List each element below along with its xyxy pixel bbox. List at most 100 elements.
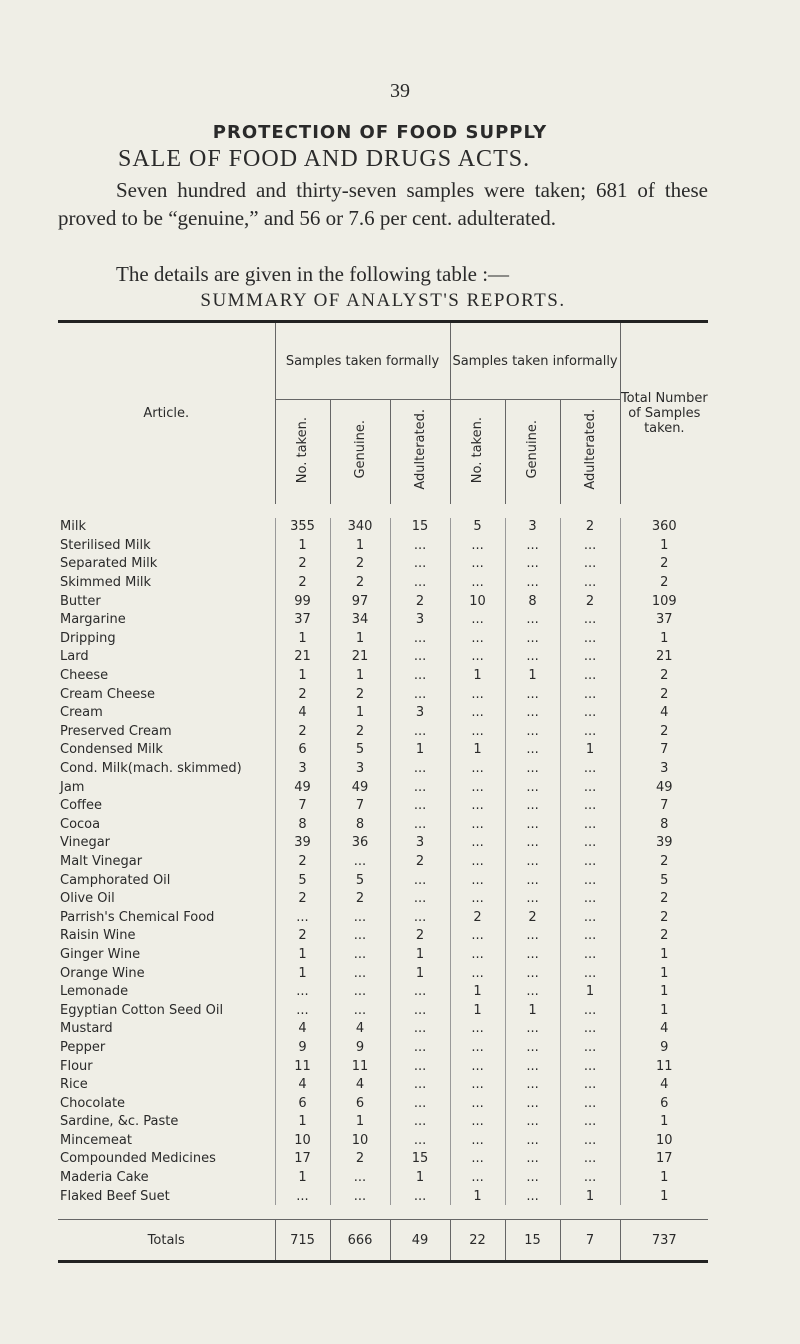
cell: 340: [329, 517, 390, 537]
cell: 4: [329, 1075, 390, 1094]
cell: 1: [559, 982, 621, 1001]
article: Egyptian Cotton Seed Oil: [60, 1002, 224, 1018]
cell: 10: [449, 591, 506, 611]
cell: 3: [274, 759, 330, 778]
sub-header-text: No. taken.: [295, 416, 310, 483]
cell: ...: [504, 926, 561, 946]
article: Dripping: [60, 630, 116, 646]
sub-header: Adulterated.: [559, 399, 621, 504]
cell: ...: [389, 982, 451, 1001]
cell: 1: [274, 629, 330, 648]
article: Orange Wine: [60, 965, 145, 981]
cell: 17: [619, 1149, 709, 1169]
cell: ...: [389, 536, 451, 555]
cell: ...: [559, 647, 621, 667]
page-number: 39: [390, 80, 410, 102]
cell: ...: [559, 963, 621, 983]
cell: ...: [559, 1131, 621, 1150]
article: Jam: [60, 779, 85, 795]
cell: ...: [504, 870, 561, 890]
cell: ...: [389, 815, 451, 834]
cell: ...: [389, 889, 451, 908]
cell: ...: [389, 1075, 451, 1094]
cell: ...: [559, 1000, 621, 1020]
cell: ...: [559, 703, 621, 723]
paragraph: Seven hundred and thirty-seven samples w…: [58, 178, 708, 230]
article: Preserved Cream: [60, 723, 172, 739]
cell: 49: [619, 777, 709, 797]
cell: ...: [504, 963, 561, 983]
cell: 1: [274, 536, 330, 555]
cell: ...: [449, 1149, 506, 1169]
cell: 1: [274, 666, 330, 685]
article: Vinegar: [60, 835, 111, 851]
total-cell: 737: [619, 1219, 709, 1262]
cell: 1: [619, 629, 709, 648]
cell: 34: [329, 610, 390, 630]
article: Flaked Beef Suet: [60, 1188, 170, 1204]
cell: ...: [449, 1075, 506, 1094]
cell: ...: [389, 1000, 451, 1020]
cell: ...: [504, 759, 561, 778]
cell: 2: [619, 554, 709, 574]
table-row: Cocoa 8 8............ 8: [58, 815, 709, 834]
cell: ...: [329, 852, 390, 871]
cell: ...: [389, 796, 451, 815]
cell: ...: [559, 684, 621, 704]
cell: ...: [449, 759, 506, 778]
cell: ...: [449, 1168, 506, 1187]
cell: ...: [504, 536, 561, 555]
cell: 9: [274, 1038, 330, 1057]
cell: 2: [274, 554, 330, 574]
cell: ...: [449, 963, 506, 983]
article: Separated Milk: [60, 556, 158, 572]
cell: ...: [559, 554, 621, 574]
table-row: Parrish's Chemical Food......... 2 2... 2: [58, 907, 709, 927]
cell: 360: [619, 517, 709, 537]
cell: ...: [504, 1038, 561, 1057]
cell: 8: [619, 815, 709, 834]
article: Butter: [60, 593, 101, 609]
table-row: Malt Vinegar 2... 2......... 2: [58, 852, 709, 871]
cell: ...: [504, 1149, 561, 1169]
cell: ...: [504, 852, 561, 871]
cell: ...: [449, 610, 506, 630]
cell: 2: [619, 722, 709, 741]
article: Cond. Milk(mach. skimmed): [60, 761, 242, 777]
table-row: Egyptian Cotton Seed Oil......... 1 1... 1: [58, 1000, 709, 1020]
cell: 97: [329, 591, 390, 611]
cell: 2: [619, 852, 709, 871]
sub-header: Adulterated.: [389, 399, 451, 504]
cell: 2: [449, 907, 506, 927]
header-article: Article.: [143, 405, 190, 421]
total-cell: 49: [389, 1219, 451, 1262]
cell: ...: [559, 1168, 621, 1187]
cell: 49: [329, 777, 390, 797]
cell: 1: [329, 629, 390, 648]
cell: 2: [619, 907, 709, 927]
cell: 11: [619, 1056, 709, 1076]
article: Mincemeat: [60, 1132, 132, 1148]
article: Malt Vinegar: [60, 853, 143, 869]
subheading: SALE OF FOOD AND DRUGS ACTS.: [118, 146, 531, 172]
cell: 2: [329, 889, 390, 908]
cell: ...: [504, 1019, 561, 1039]
sub-header-text: Adulterated.: [412, 409, 428, 491]
cell: 4: [619, 1019, 709, 1039]
cell: 1: [329, 1112, 390, 1132]
cell: 6: [619, 1093, 709, 1113]
cell: ...: [504, 610, 561, 630]
total-cell: 22: [449, 1219, 506, 1262]
cell: 2: [389, 591, 451, 611]
sub-header-text: No. taken.: [470, 416, 486, 483]
cell: ...: [504, 740, 561, 760]
header-formally: Samples taken formally: [274, 321, 451, 400]
cell: ...: [504, 1112, 561, 1132]
cell: 2: [274, 889, 330, 908]
cell: 355: [274, 517, 330, 537]
cell: ...: [449, 647, 506, 667]
cell: ...: [329, 945, 390, 964]
heading: PROTECTION OF FOOD SUPPLY: [212, 122, 548, 143]
cell: ...: [504, 1056, 561, 1076]
